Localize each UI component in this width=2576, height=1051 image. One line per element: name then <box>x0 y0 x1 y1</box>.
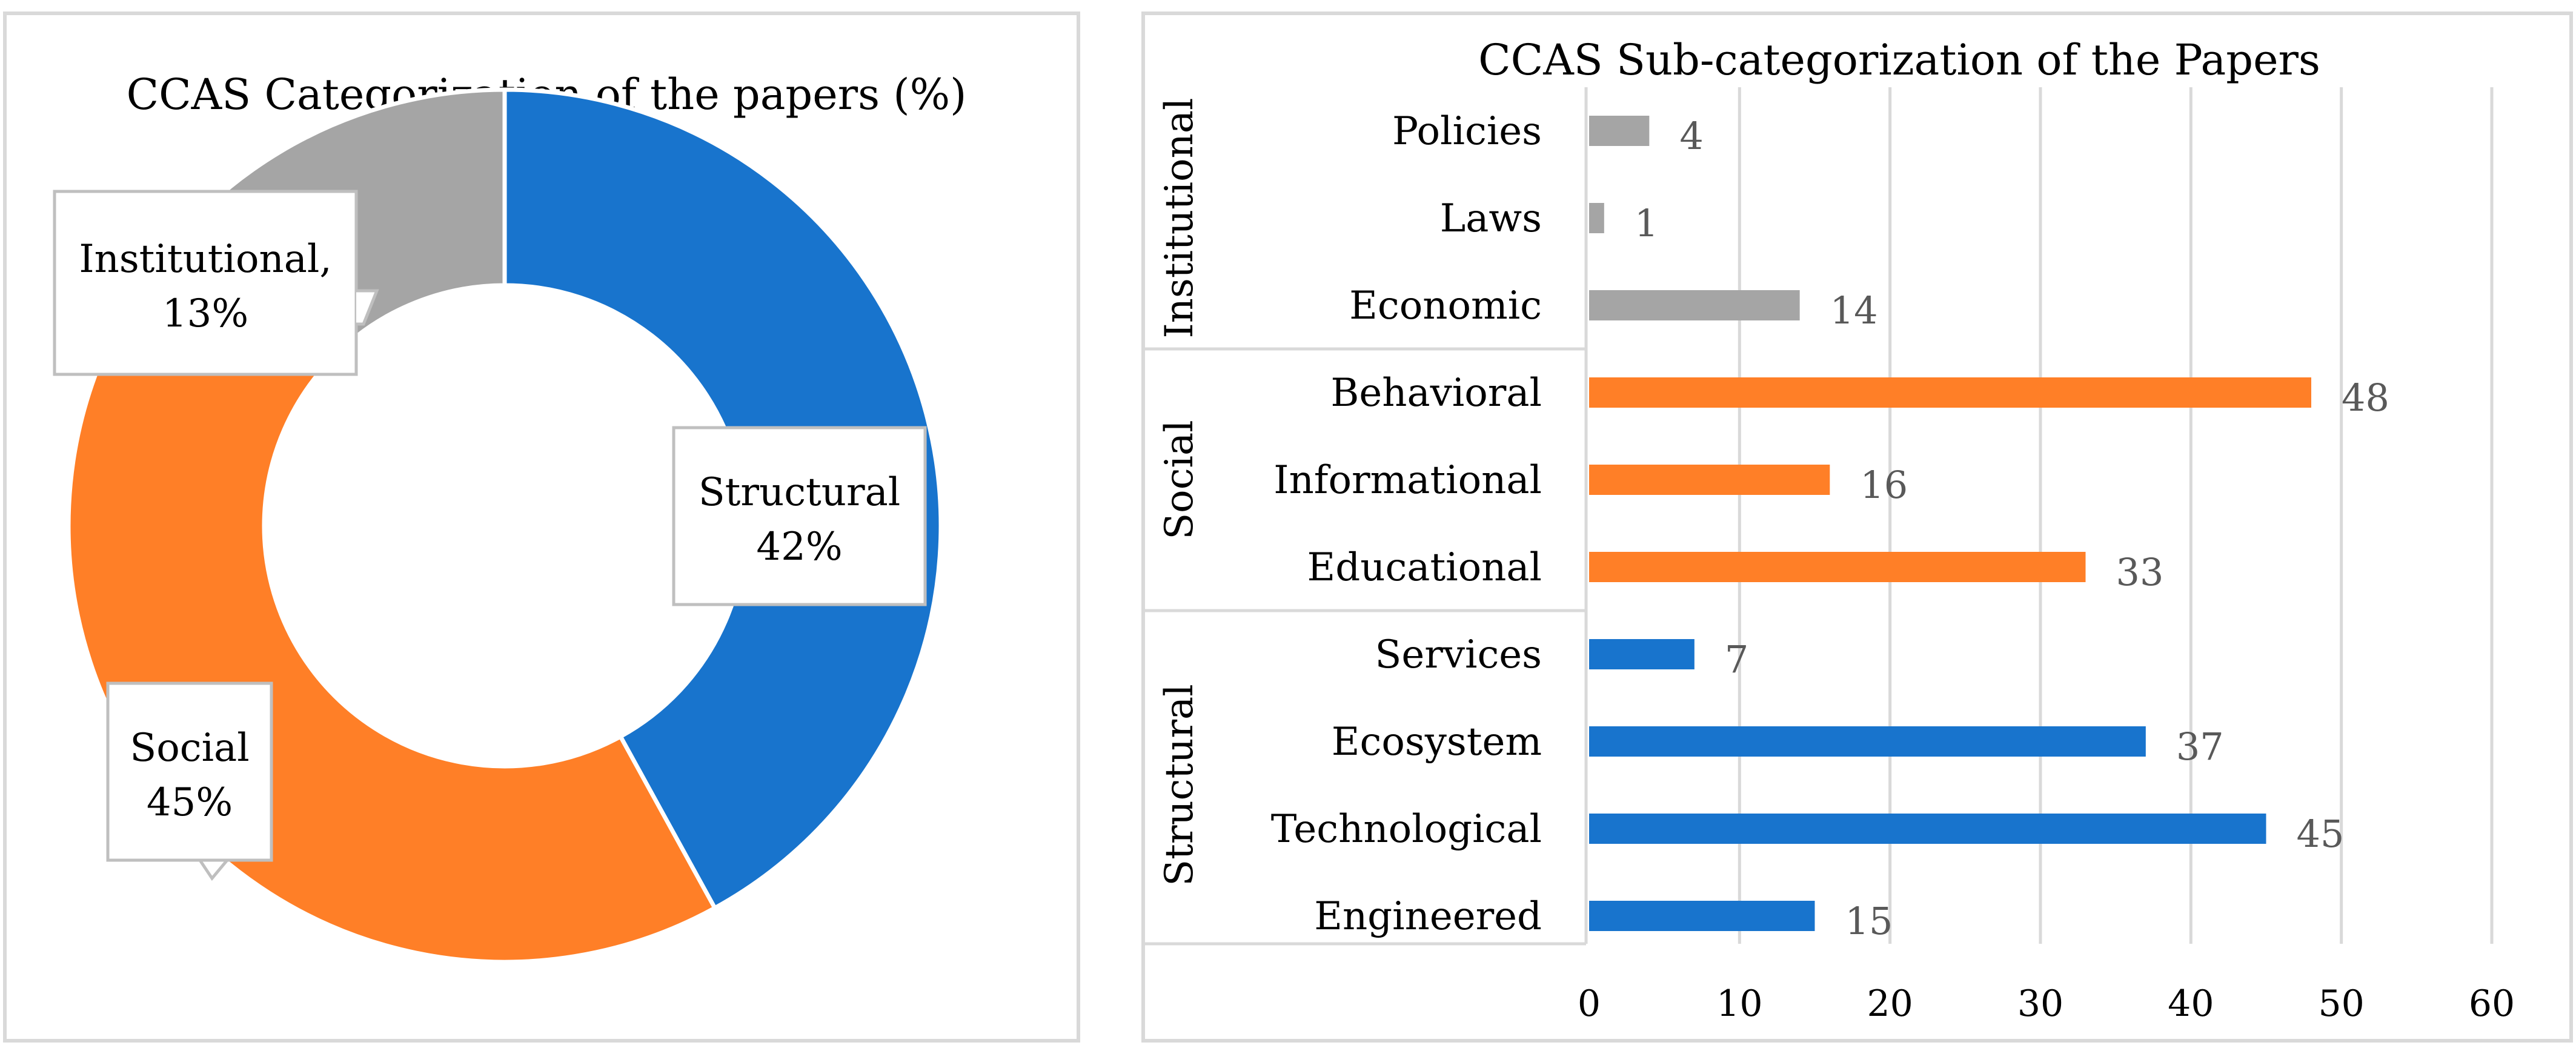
donut-data-labels: Structural 42% Social 45% Institutional, 13% <box>53 190 927 881</box>
donut-label-name-social: Social <box>130 726 249 771</box>
bar-chart-frame <box>1141 12 2573 1043</box>
x-tick-label-0: 0 <box>1578 983 1601 1025</box>
value-label-informational: 16 <box>1860 463 1908 507</box>
donut-callout-pointer-social <box>197 858 231 881</box>
value-label-behavioral: 48 <box>2342 376 2389 420</box>
value-label-policies: 4 <box>1679 114 1703 158</box>
x-tick-label-60: 60 <box>2469 983 2515 1025</box>
x-axis-tick-labels: 0 10 20 30 40 50 60 <box>1578 983 2515 1025</box>
category-label-ecosystem: Ecosystem <box>1332 720 1542 764</box>
donut-label-value-institutional: 13% <box>162 291 248 336</box>
bar-technological <box>1589 814 2266 844</box>
donut-label-value-social: 45% <box>147 780 233 825</box>
category-label-behavioral: Behavioral <box>1330 371 1542 416</box>
category-label-economic: Economic <box>1349 283 1542 328</box>
donut-label-box-social <box>106 681 273 862</box>
bar-chart-title: CCAS Sub-categorization of the Papers <box>1478 35 2320 85</box>
bar-value-labels: 41 14 48 16 33 7 37 45 15 <box>1635 114 2389 943</box>
donut-chart-panel: CCAS Categorization of the papers (%) St… <box>3 12 1080 1043</box>
donut-label-name-structural: Structural <box>699 470 900 515</box>
donut-callout-pointer-institutional <box>356 289 379 326</box>
bar-chart-panel: CCAS Sub-categorization of the Papers Po… <box>1141 12 2573 1043</box>
category-label-policies: Policies <box>1392 109 1542 154</box>
value-label-economic: 14 <box>1830 288 1878 333</box>
bar-economic <box>1589 290 1800 320</box>
donut-label-institutional: Institutional, 13% <box>53 190 358 376</box>
bar-category-labels: Policies Laws Economic Behavioral Informatio… <box>1271 109 1542 939</box>
bar-engineered <box>1589 901 1815 931</box>
category-axis-box <box>1143 87 1588 946</box>
donut-label-value-structural: 42% <box>756 525 842 569</box>
bar-informational <box>1589 465 1830 495</box>
x-tick-label-10: 10 <box>1716 983 1762 1025</box>
x-tick-label-40: 40 <box>2168 983 2214 1025</box>
bar-ecosystem <box>1589 726 2146 757</box>
x-tick-label-20: 20 <box>1867 983 1913 1025</box>
bar-group-labels: Institutional Social Structural <box>1157 98 1202 886</box>
bar-gridlines <box>1738 87 2494 944</box>
x-tick-label-30: 30 <box>2017 983 2063 1025</box>
donut-label-structural: Structural 42% <box>672 426 927 606</box>
donut-label-name-institutional: Institutional, <box>79 237 331 282</box>
bar-policies <box>1589 116 1650 146</box>
value-label-laws: 1 <box>1635 201 1658 245</box>
group-label-institutional: Institutional <box>1157 98 1202 338</box>
bar-laws <box>1589 203 1604 233</box>
group-label-social: Social <box>1157 420 1202 539</box>
category-label-laws: Laws <box>1440 196 1542 241</box>
category-label-technological: Technological <box>1271 807 1542 852</box>
category-label-informational: Informational <box>1273 458 1542 503</box>
donut-label-social: Social 45% <box>106 681 273 862</box>
value-label-ecosystem: 37 <box>2176 724 2224 769</box>
bar-services <box>1589 639 1695 669</box>
value-label-technological: 45 <box>2297 812 2345 856</box>
category-label-educational: Educational <box>1307 545 1542 590</box>
x-tick-label-50: 50 <box>2318 983 2364 1025</box>
bar-behavioral <box>1589 377 2311 408</box>
value-label-engineered: 15 <box>1845 899 1893 943</box>
bar-series <box>1589 116 2311 931</box>
value-label-educational: 33 <box>2116 550 2164 594</box>
category-label-services: Services <box>1375 632 1542 677</box>
bar-educational <box>1589 552 2086 582</box>
donut-label-box-institutional <box>53 190 358 376</box>
donut-label-box-structural <box>672 426 927 606</box>
category-label-engineered: Engineered <box>1314 894 1542 939</box>
group-label-structural: Structural <box>1157 684 1202 886</box>
donut-slice-structural <box>502 87 943 911</box>
value-label-services: 7 <box>1725 637 1748 681</box>
